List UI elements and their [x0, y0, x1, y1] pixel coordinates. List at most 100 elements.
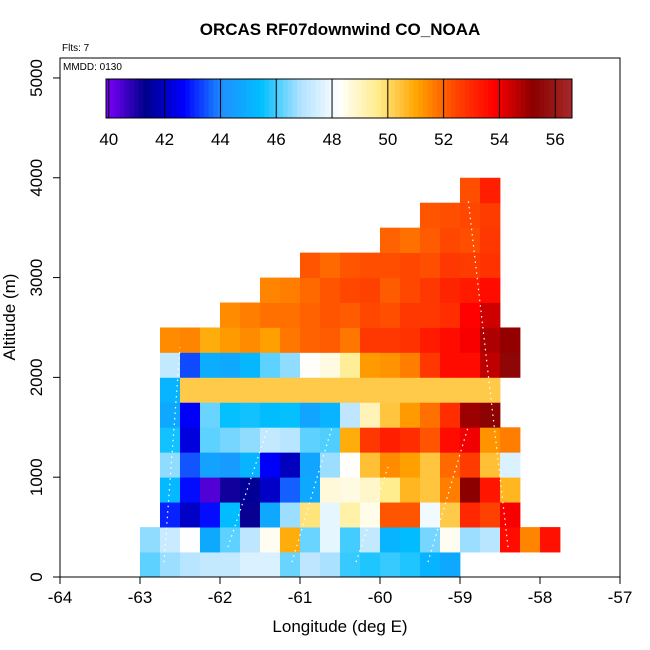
heatmap-cell: [420, 252, 441, 278]
heatmap-cell: [400, 252, 421, 278]
colorbar-segment: [208, 79, 214, 118]
heatmap-cell: [460, 327, 481, 353]
heatmap-cell: [480, 352, 501, 378]
heatmap-cell: [160, 377, 181, 403]
heatmap-cell: [420, 302, 441, 328]
heatmap-cell: [260, 427, 281, 453]
heatmap-cell: [320, 452, 341, 478]
heatmap-cell: [480, 302, 501, 328]
colorbar-segment: [460, 79, 466, 118]
heatmap-cell: [380, 302, 401, 328]
heatmap-cell: [280, 502, 301, 528]
heatmap-cell: [500, 452, 521, 478]
colorbar-segment: [357, 79, 363, 118]
heatmap-cell: [320, 277, 341, 303]
heatmap-cell: [520, 527, 541, 553]
heatmap-cell: [280, 527, 301, 553]
heatmap-cell: [220, 327, 241, 353]
heatmap-cell: [420, 352, 441, 378]
heatmap-cell: [380, 527, 401, 553]
heatmap-cell: [480, 527, 501, 553]
colorbar-label: 50: [378, 130, 397, 149]
heatmap-cell: [500, 502, 521, 528]
heatmap-cell: [320, 427, 341, 453]
heatmap-cell: [140, 527, 161, 553]
colorbar-segment: [394, 79, 401, 118]
heatmap-cell: [420, 327, 441, 353]
heatmap-cell: [460, 202, 481, 229]
heatmap-cell: [180, 527, 201, 553]
colorbar-segment: [250, 79, 256, 118]
colorbar-segment: [292, 79, 298, 118]
heatmap-cell: [420, 377, 441, 403]
colorbar-segment: [446, 79, 452, 118]
heatmap-cell: [200, 477, 221, 503]
heatmap-cell: [180, 502, 201, 528]
heatmap-cell: [240, 327, 261, 353]
heatmap-cell: [180, 552, 201, 578]
heatmap-cell: [220, 477, 241, 503]
heatmap-cell: [360, 552, 381, 578]
heatmap-cell: [240, 527, 261, 553]
heatmap-cell: [400, 227, 421, 254]
heatmap-cell: [280, 427, 301, 453]
heatmap-cell: [340, 352, 361, 378]
heatmap-cell: [420, 527, 441, 553]
heatmap-cell: [200, 327, 221, 353]
colorbar-segment: [171, 79, 177, 118]
heatmap-cell: [380, 227, 401, 254]
x-tick-label: -64: [48, 588, 73, 607]
heatmap-cell: [480, 402, 501, 428]
heatmap-cell: [400, 377, 421, 403]
heatmap-cell: [260, 302, 281, 328]
colorbar-frame: [105, 78, 573, 119]
heatmap-cell: [420, 227, 441, 254]
heatmap-cell: [260, 277, 281, 303]
heatmap-cell: [480, 427, 501, 453]
chart-title: ORCAS RF07downwind CO_NOAA: [200, 20, 481, 39]
colorbar-segment: [488, 79, 494, 118]
heatmap-cell: [180, 327, 201, 353]
heatmap-cell: [260, 527, 281, 553]
heatmap-cell: [240, 302, 261, 328]
heatmap-cell: [360, 402, 381, 428]
heatmap-cell: [240, 452, 261, 478]
heatmap-cell: [460, 502, 481, 528]
colorbar: 40 42 44 46 48 50 52 54 56: [99, 78, 573, 149]
colorbar-segment: [119, 79, 126, 118]
heatmap-cell: [460, 302, 481, 328]
heatmap-cell: [460, 377, 481, 403]
heatmap-cell: [400, 527, 421, 553]
heatmap-cell: [480, 202, 501, 229]
heatmap-cell: [180, 377, 201, 403]
heatmap-cell: [400, 277, 421, 303]
colorbar-segment: [390, 79, 396, 118]
colorbar-segment: [115, 79, 121, 118]
heatmap-cell: [300, 402, 321, 428]
colorbar-segment: [147, 79, 154, 118]
colorbar-label: 46: [267, 130, 286, 149]
heatmap-cell: [240, 402, 261, 428]
heatmap-cell: [160, 477, 181, 503]
heatmap-cell: [200, 427, 221, 453]
heatmap-cell: [440, 452, 461, 478]
colorbar-segment: [371, 79, 377, 118]
heatmap-cell: [340, 502, 361, 528]
colorbar-segment: [343, 79, 349, 118]
heatmap-cell: [320, 352, 341, 378]
heatmap-cell: [180, 452, 201, 478]
heatmap-cell: [180, 477, 201, 503]
heatmap-cell: [420, 502, 441, 528]
colorbar-segment: [241, 79, 247, 118]
colorbar-segment: [339, 79, 345, 118]
heatmap-cell: [360, 502, 381, 528]
heatmap-cell: [440, 527, 461, 553]
colorbar-segment: [129, 79, 135, 118]
colorbar-segment: [133, 79, 140, 118]
heatmap-cell: [340, 277, 361, 303]
colorbar-segment: [436, 79, 443, 118]
heatmap-cell: [260, 502, 281, 528]
heatmap-cell: [460, 452, 481, 478]
heatmap-cell: [300, 452, 321, 478]
